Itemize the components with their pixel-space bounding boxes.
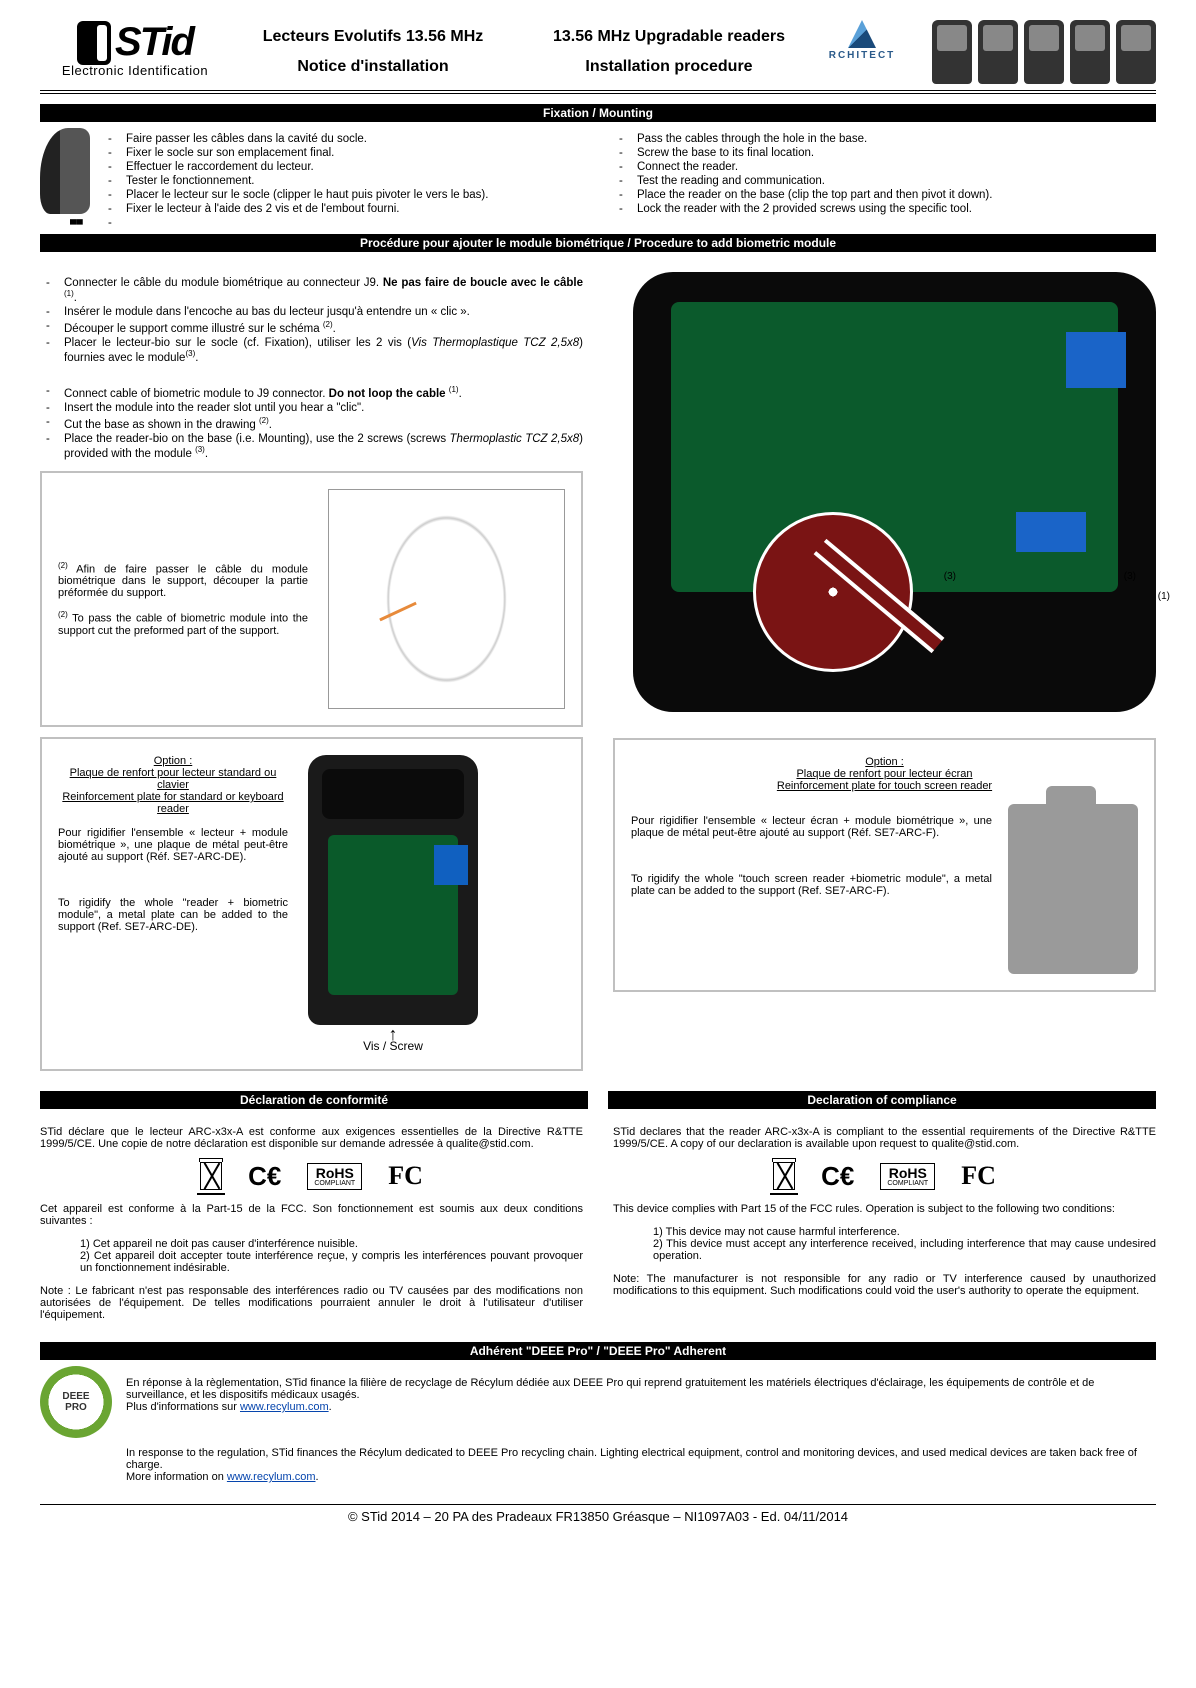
decl-en-conditions: 1) This device may not cause harmful int… xyxy=(613,1226,1156,1262)
list-item: Faire passer les câbles dans la cavité d… xyxy=(126,132,488,146)
subtitle-fr: Notice d'installation xyxy=(250,58,496,76)
section-biometric: Procédure pour ajouter le module biométr… xyxy=(40,234,1156,252)
list-item: Effectuer le raccordement du lecteur. xyxy=(126,160,488,174)
title-en: 13.56 MHz Upgradable readers xyxy=(546,28,792,46)
title-fr: Lecteurs Evolutifs 13.56 MHz xyxy=(250,28,496,46)
base-icon: ▄▄ xyxy=(70,214,90,224)
list-item: Insérer le module dans l'encoche au bas … xyxy=(64,305,583,319)
architect-label: RCHITECT xyxy=(829,50,896,61)
screw-label: Vis / Screw xyxy=(308,1029,478,1053)
deee-badge-icon: DEEE PRO xyxy=(40,1366,112,1438)
list-item: 2) This device must accept any interfere… xyxy=(653,1238,1156,1262)
stid-logo: STid Electronic Identification xyxy=(40,20,230,78)
recylum-link[interactable]: www.recylum.com xyxy=(227,1471,316,1483)
list-item: Connect cable of biometric module to J9 … xyxy=(64,384,583,401)
ref-3a: (3) xyxy=(944,571,956,582)
list-item: Place the reader-bio on the base (i.e. M… xyxy=(64,432,583,461)
option1-title: Option : Plaque de renfort pour lecteur … xyxy=(58,755,288,815)
triangle-icon xyxy=(848,20,876,48)
brand-name: STid xyxy=(115,20,193,65)
page-footer: © STid 2014 – 20 PA des Pradeaux FR13850… xyxy=(40,1504,1156,1524)
mounting-steps-fr: Faire passer les câbles dans la cavité d… xyxy=(102,132,488,220)
architect-logo: RCHITECT xyxy=(812,20,912,61)
option1-fr: Pour rigidifier l'ensemble « lecteur + m… xyxy=(58,827,288,863)
list-item: Connect the reader. xyxy=(637,160,1156,174)
decl-fr-conditions: 1) Cet appareil ne doit pas causer d'int… xyxy=(40,1238,583,1274)
deee-en: In response to the regulation, STid fina… xyxy=(126,1447,1156,1483)
list-item: 1) This device may not cause harmful int… xyxy=(653,1226,1156,1238)
option1-en: To rigidify the whole "reader + biometri… xyxy=(58,897,288,933)
mounting-steps-en: Pass the cables through the hole in the … xyxy=(613,132,1156,216)
list-item: Fixer le lecteur à l'aide des 2 vis et d… xyxy=(126,202,488,216)
cut-support-box: (2) Afin de faire passer le câble du mod… xyxy=(40,471,583,727)
list-item: Placer le lecteur sur le socle (clipper … xyxy=(126,188,488,202)
decl-fr-p1: STid déclare que le lecteur ARC-x3x-A es… xyxy=(40,1126,583,1150)
list-item: 1) Cet appareil ne doit pas causer d'int… xyxy=(80,1238,583,1250)
product-thumbnails xyxy=(932,20,1156,84)
reader-side-icon xyxy=(40,128,90,214)
decl-en-p2: This device complies with Part 15 of the… xyxy=(613,1203,1156,1215)
page-header: STid Electronic Identification Lecteurs … xyxy=(40,20,1156,94)
ce-icon: C€ xyxy=(248,1161,281,1192)
list-item xyxy=(126,216,488,218)
list-item: Test the reading and communication. xyxy=(637,174,1156,188)
cut-note-en: (2) To pass the cable of biometric modul… xyxy=(58,610,308,637)
option-standard-box: Option : Plaque de renfort pour lecteur … xyxy=(40,737,583,1071)
fcc-icon: FC xyxy=(388,1161,423,1191)
header-titles: Lecteurs Evolutifs 13.56 MHz Notice d'in… xyxy=(250,20,792,76)
weee-icon xyxy=(773,1162,795,1190)
cert-icons-fr: C€ RoHSCOMPLIANT FC xyxy=(40,1161,583,1192)
list-item: Connecter le câble du module biométrique… xyxy=(64,276,583,305)
weee-icon xyxy=(200,1162,222,1190)
rohs-icon: RoHSCOMPLIANT xyxy=(880,1163,935,1190)
support-drawing xyxy=(328,489,565,709)
cert-icons-en: C€ RoHSCOMPLIANT FC xyxy=(613,1161,1156,1192)
no-loop-icon xyxy=(753,512,913,672)
list-item: Placer le lecteur-bio sur le socle (cf. … xyxy=(64,336,583,365)
list-item: 2) Cet appareil doit accepter toute inte… xyxy=(80,1250,583,1274)
section-decl-fr: Déclaration de conformité xyxy=(40,1091,588,1109)
list-item: Découper le support comme illustré sur l… xyxy=(64,319,583,336)
section-deee: Adhérent "DEEE Pro" / "DEEE Pro" Adheren… xyxy=(40,1342,1156,1360)
list-item: Insert the module into the reader slot u… xyxy=(64,401,583,415)
brand-tagline: Electronic Identification xyxy=(62,63,208,78)
reader-pcb-photo: (3) (3) (1) xyxy=(633,272,1156,712)
list-item: Tester le fonctionnement. xyxy=(126,174,488,188)
ref-1: (1) xyxy=(1158,591,1170,602)
option-screen-box: Option : Plaque de renfort pour lecteur … xyxy=(613,738,1156,992)
option2-fr: Pour rigidifier l'ensemble « lecteur écr… xyxy=(631,815,992,839)
decl-en-p1: STid declares that the reader ARC-x3x-A … xyxy=(613,1126,1156,1150)
fcc-icon: FC xyxy=(961,1161,996,1191)
recylum-link[interactable]: www.recylum.com xyxy=(240,1401,329,1413)
cut-note-fr: (2) Afin de faire passer le câble du mod… xyxy=(58,561,308,600)
list-item: Pass the cables through the hole in the … xyxy=(637,132,1156,146)
decl-en-p3: Note: The manufacturer is not responsibl… xyxy=(613,1273,1156,1297)
decl-fr-p3: Note : Le fabricant n'est pas responsabl… xyxy=(40,1285,583,1321)
shield-icon xyxy=(77,21,111,65)
subtitle-en: Installation procedure xyxy=(546,58,792,76)
list-item: Lock the reader with the 2 provided scre… xyxy=(637,202,1156,216)
section-mounting: Fixation / Mounting xyxy=(40,104,1156,122)
option2-en: To rigidify the whole "touch screen read… xyxy=(631,873,992,897)
metal-plate-icon xyxy=(1008,804,1138,974)
rohs-icon: RoHSCOMPLIANT xyxy=(307,1163,362,1190)
deee-fr: En réponse à la règlementation, STid fin… xyxy=(126,1377,1156,1413)
list-item: Screw the base to its final location. xyxy=(637,146,1156,160)
bio-steps-fr: Connecter le câble du module biométrique… xyxy=(40,276,583,364)
reader-front-photo xyxy=(308,755,478,1025)
section-decl-en: Declaration of compliance xyxy=(608,1091,1156,1109)
decl-fr-p2: Cet appareil est conforme à la Part-15 d… xyxy=(40,1203,583,1227)
ce-icon: C€ xyxy=(821,1161,854,1192)
list-item: Place the reader on the base (clip the t… xyxy=(637,188,1156,202)
list-item: Fixer le socle sur son emplacement final… xyxy=(126,146,488,160)
list-item: Cut the base as shown in the drawing (2)… xyxy=(64,415,583,432)
bio-steps-en: Connect cable of biometric module to J9 … xyxy=(40,384,583,460)
ref-3b: (3) xyxy=(1124,571,1136,582)
